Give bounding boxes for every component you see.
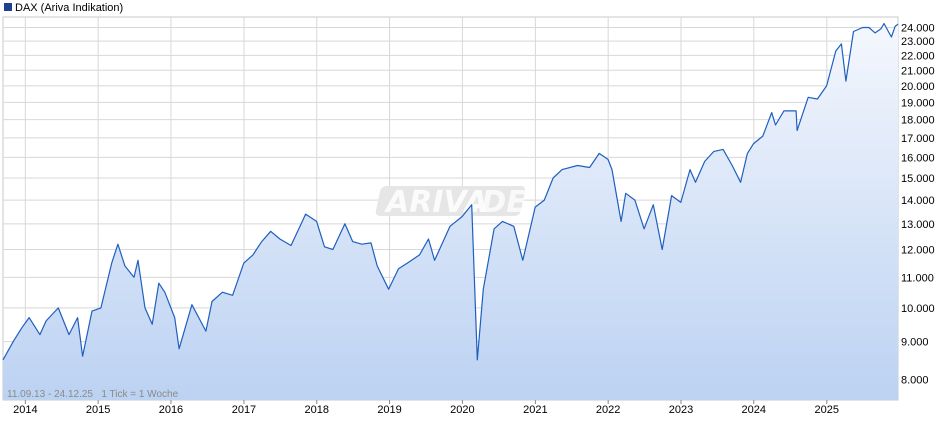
- date-range-info: 11.09.13 - 24.12.25 1 Tick = 1 Woche: [7, 389, 179, 400]
- y-tick-label: 21.000: [901, 65, 935, 77]
- x-tick-label: 2024: [742, 404, 766, 416]
- y-axis: 8.000 9.000 10.000 11.000 12.000 13.000 14.000…: [901, 23, 935, 387]
- x-tick-label: 2020: [450, 404, 474, 416]
- y-tick-label: 19.000: [901, 97, 935, 109]
- y-tick-label: 9.000: [901, 337, 929, 349]
- y-tick-label: 16.000: [901, 152, 935, 164]
- y-tick-label: 8.000: [901, 374, 929, 386]
- y-tick-label: 12.000: [901, 244, 935, 256]
- x-tick-label: 2021: [523, 404, 547, 416]
- watermark-domain: .DE: [470, 185, 527, 220]
- price-line: [2, 22, 899, 361]
- y-tick-label: 22.000: [901, 50, 935, 62]
- x-tick-label: 2016: [159, 404, 183, 416]
- x-tick-label: 2023: [669, 404, 693, 416]
- y-tick-label: 13.000: [901, 219, 935, 231]
- y-tick-label: 24.000: [901, 23, 935, 35]
- x-tick-label: 2025: [815, 404, 839, 416]
- y-tick-label: 20.000: [901, 81, 935, 93]
- legend-label: DAX (Ariva Indikation): [15, 2, 123, 14]
- y-tick-label: 15.000: [901, 173, 935, 185]
- legend-swatch: [4, 3, 12, 11]
- y-tick-label: 11.000: [901, 272, 934, 284]
- watermark-logo: ARIVA .DE: [375, 185, 527, 220]
- x-tick-label: 2019: [377, 404, 401, 416]
- y-tick-label: 18.000: [901, 115, 935, 127]
- x-tick-label: 2022: [596, 404, 620, 416]
- y-tick-label: 10.000: [901, 303, 935, 315]
- x-tick-label: 2014: [13, 404, 37, 416]
- y-tick-label: 14.000: [901, 195, 935, 207]
- price-area: [3, 23, 898, 400]
- x-tick-label: 2015: [86, 404, 110, 416]
- x-tick-label: 2018: [305, 404, 329, 416]
- x-axis: 2014 2015 2016 2017 2018 2019 2020 2021 2022 2023…: [13, 400, 839, 416]
- y-tick-label: 17.000: [901, 133, 935, 145]
- y-tick-label: 23.000: [901, 36, 935, 48]
- x-tick-label: 2017: [232, 404, 256, 416]
